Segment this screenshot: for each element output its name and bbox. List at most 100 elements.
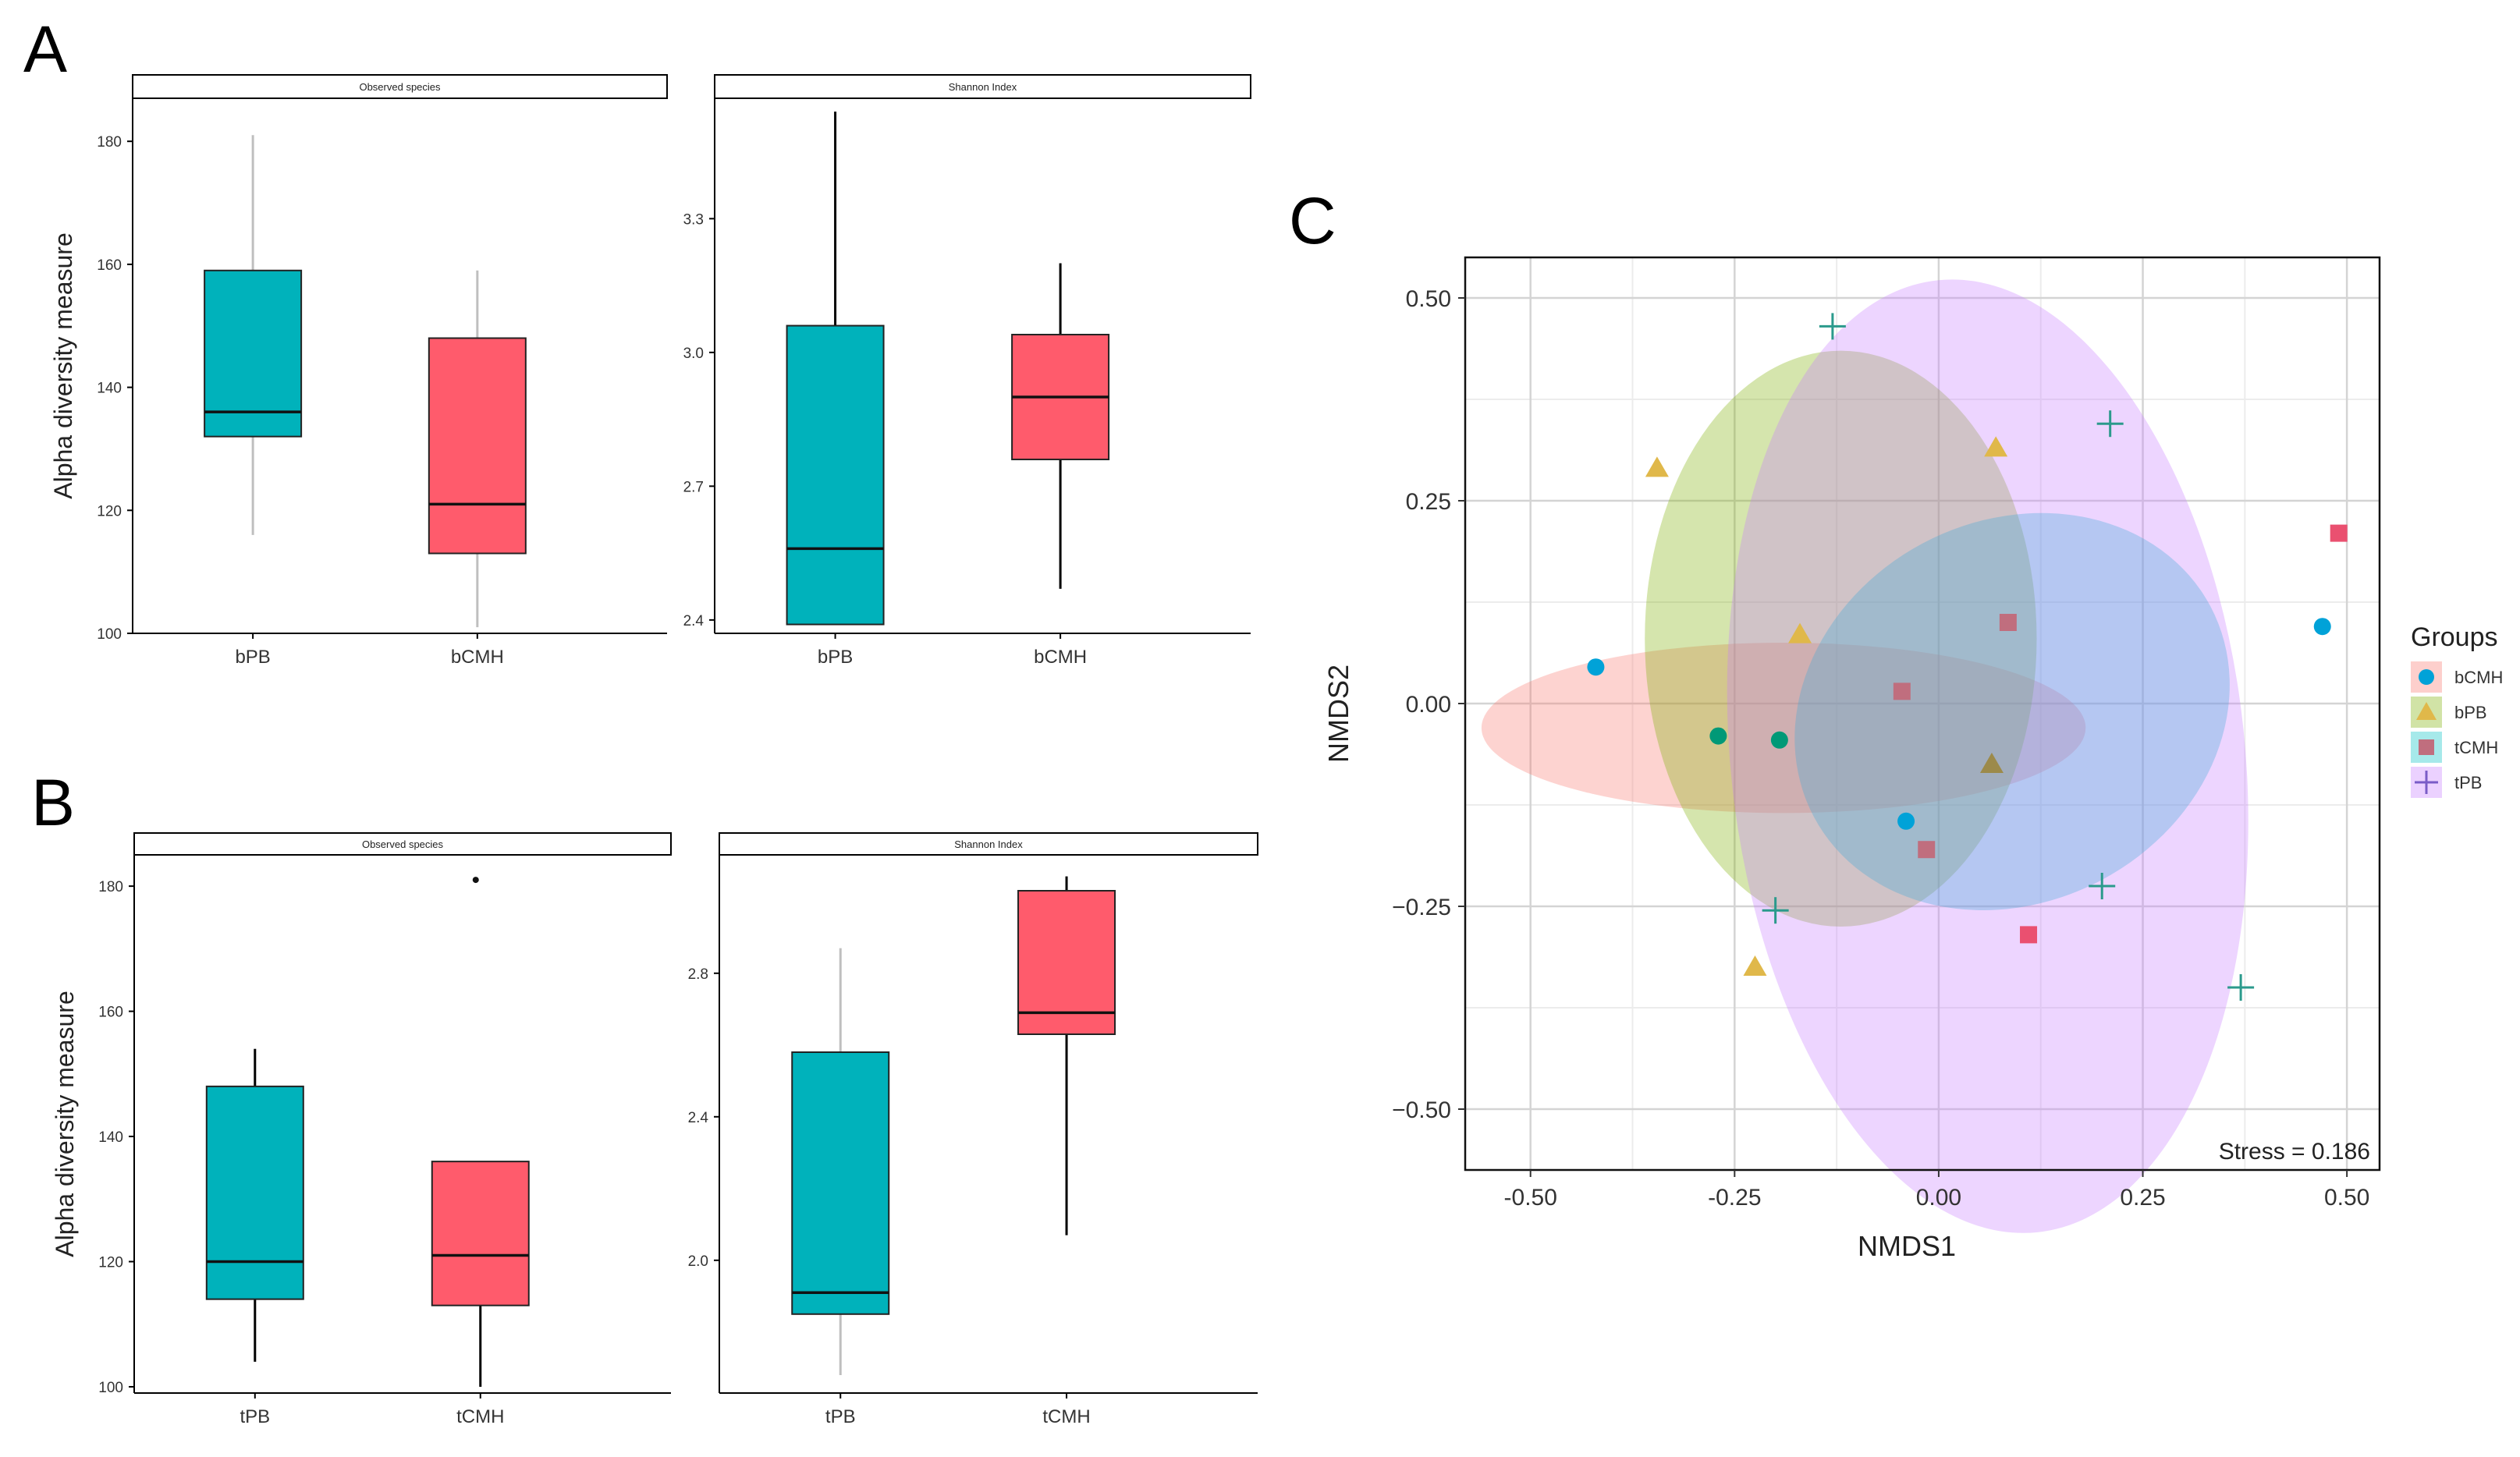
point-bCMH bbox=[2313, 618, 2331, 636]
legend-item-tPB: tPB bbox=[2411, 767, 2482, 798]
point-bCMH bbox=[1709, 727, 1727, 745]
box-plot-b-observed-species: Observed species 100 120 140 160 180 Alpha div… bbox=[51, 832, 672, 1427]
x-axis-label: NMDS1 bbox=[1858, 1230, 1956, 1262]
ellipse-tPB bbox=[1727, 279, 2248, 1233]
box-plot-a-observed-species: Observed species 100 120 140 160 180 Alpha div… bbox=[49, 74, 668, 668]
groups-legend: Groups bCMH bPB tCMH tPB bbox=[2411, 622, 2503, 798]
legend-item-bCMH: bCMH bbox=[2411, 661, 2503, 693]
y-tick-label: 3.0 bbox=[683, 346, 704, 362]
facet-strip bbox=[714, 74, 1251, 99]
ellipse-bPB bbox=[1645, 350, 2037, 927]
box-tPB bbox=[791, 948, 890, 1375]
y-tick-label: 100 bbox=[97, 626, 122, 643]
y-tick-label: −0.50 bbox=[1392, 1097, 1451, 1123]
y-tick-label: 120 bbox=[98, 1255, 123, 1271]
box-iqr bbox=[428, 337, 527, 555]
y-tick-label: 0.50 bbox=[1406, 286, 1451, 312]
box-iqr bbox=[1017, 890, 1116, 1035]
x-tick-label: -0.50 bbox=[1504, 1185, 1557, 1211]
outlier-point bbox=[472, 877, 479, 884]
point-tCMH bbox=[2330, 524, 2348, 542]
y-tick-label: 140 bbox=[98, 1129, 123, 1146]
y-tick-label: 2.7 bbox=[683, 479, 704, 495]
ellipse-bCMH bbox=[1481, 643, 2086, 814]
y-tick-label: 2.4 bbox=[688, 1110, 709, 1126]
facet-strip-title: Shannon Index bbox=[954, 838, 1023, 850]
x-tick-label: bPB bbox=[818, 647, 853, 668]
box-tPB bbox=[205, 1048, 304, 1362]
point-tPB bbox=[1762, 897, 1789, 924]
x-tick-label: 0.50 bbox=[2324, 1185, 2369, 1211]
plot-border bbox=[1464, 256, 2381, 1172]
legend-item-bPB: bPB bbox=[2411, 697, 2487, 728]
point-bCMH bbox=[1897, 812, 1915, 830]
y-tick-label: 2.0 bbox=[688, 1253, 708, 1270]
legend-label: bCMH bbox=[2454, 668, 2503, 687]
box-iqr bbox=[791, 1051, 890, 1315]
facet-strip bbox=[133, 832, 672, 856]
x-tick-label: 0.00 bbox=[1916, 1185, 1961, 1211]
y-axis-label: NMDS2 bbox=[1322, 665, 1354, 763]
box-bPB bbox=[786, 112, 885, 626]
point-tCMH bbox=[2020, 926, 2038, 944]
y-tick-label: 3.3 bbox=[683, 211, 704, 228]
y-tick-label: 160 bbox=[97, 257, 122, 274]
y-tick-label: 180 bbox=[98, 879, 123, 895]
y-tick-label: 160 bbox=[98, 1005, 123, 1021]
y-tick-label: 100 bbox=[98, 1380, 123, 1396]
x-tick-label: 0.25 bbox=[2120, 1185, 2165, 1211]
legend-item-tCMH: tCMH bbox=[2411, 732, 2498, 763]
y-tick-label: 140 bbox=[97, 381, 122, 397]
facet-strip-title: Shannon Index bbox=[949, 81, 1017, 93]
legend-title: Groups bbox=[2411, 622, 2498, 652]
panel-label-c: C bbox=[1289, 184, 1336, 257]
point-tPB bbox=[2227, 974, 2255, 1001]
point-tPB bbox=[2096, 410, 2124, 438]
point-tPB bbox=[1819, 313, 1846, 340]
box-plot-a-shannon-index: Shannon Index 2.4 2.7 3.0 3.3 bPB bCMH bbox=[683, 74, 1251, 668]
x-tick-label: tPB bbox=[240, 1406, 270, 1427]
stress-annotation: Stress = 0.186 bbox=[2219, 1139, 2370, 1165]
box-tCMH bbox=[431, 1161, 530, 1387]
x-tick-label: tCMH bbox=[456, 1406, 504, 1427]
y-tick-label: 120 bbox=[97, 503, 122, 519]
panel-label-a: A bbox=[23, 12, 67, 86]
box-bCMH bbox=[1011, 263, 1110, 589]
legend-label: tCMH bbox=[2454, 738, 2498, 757]
facet-strip-title: Observed species bbox=[362, 838, 444, 850]
point-tCMH bbox=[1918, 841, 1936, 859]
legend-key-marker bbox=[2419, 669, 2434, 685]
box-iqr bbox=[204, 269, 303, 438]
point-bCMH bbox=[1770, 731, 1788, 749]
facet-strip-title: Observed species bbox=[359, 81, 441, 93]
y-axis-label: Alpha diversity measure bbox=[49, 232, 77, 498]
x-tick-label: bPB bbox=[235, 647, 270, 668]
point-bPB bbox=[1788, 622, 1812, 643]
y-tick-label: 0.00 bbox=[1406, 692, 1451, 718]
x-tick-label: tPB bbox=[825, 1406, 856, 1427]
box-tCMH bbox=[1017, 876, 1116, 1235]
y-tick-label: 180 bbox=[97, 134, 122, 151]
legend-key-marker bbox=[2416, 702, 2437, 720]
ellipse-tCMH bbox=[1794, 512, 2230, 910]
point-bPB bbox=[1743, 955, 1767, 976]
y-axis-label: Alpha diversity measure bbox=[51, 991, 79, 1257]
y-tick-label: 2.4 bbox=[683, 613, 705, 629]
box-iqr bbox=[786, 324, 885, 626]
legend-key-marker bbox=[2419, 739, 2434, 755]
box-bPB bbox=[204, 135, 303, 535]
x-tick-label: -0.25 bbox=[1708, 1185, 1761, 1211]
box-iqr bbox=[205, 1085, 304, 1300]
legend-label: bPB bbox=[2454, 703, 2487, 722]
point-bCMH bbox=[1587, 658, 1605, 676]
point-tCMH bbox=[1893, 682, 1911, 700]
box-plot-b-shannon-index: Shannon Index 2.0 2.4 2.8 tPB tCMH bbox=[688, 832, 1258, 1427]
y-tick-label: 0.25 bbox=[1406, 489, 1451, 515]
x-tick-label: bCMH bbox=[451, 647, 504, 668]
box-iqr bbox=[431, 1161, 530, 1306]
y-tick-label: −0.25 bbox=[1392, 895, 1451, 920]
x-tick-label: bCMH bbox=[1034, 647, 1087, 668]
point-tCMH bbox=[1999, 614, 2017, 631]
facet-strip bbox=[719, 832, 1258, 856]
